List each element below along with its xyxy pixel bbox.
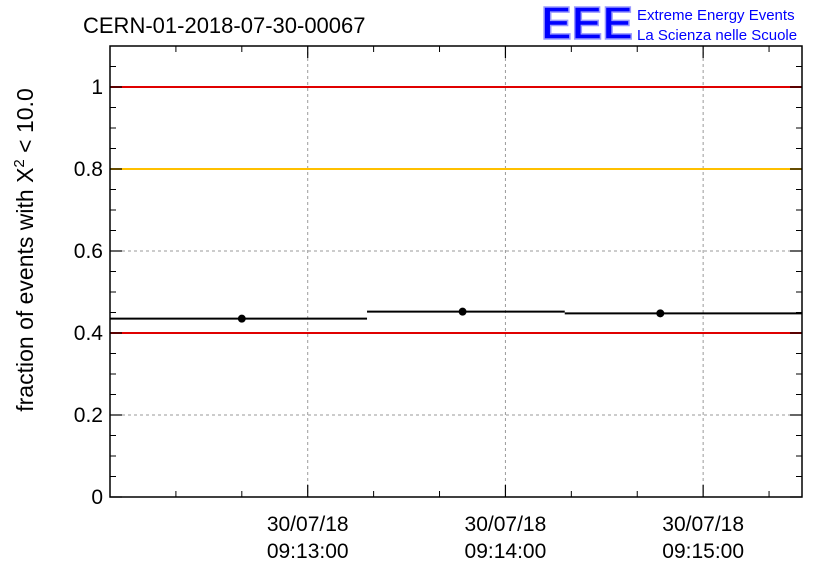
data-point <box>656 309 665 318</box>
x-tick-label-time: 09:14:00 <box>465 540 547 563</box>
data-series <box>110 307 802 323</box>
y-tick-label: 1 <box>91 76 103 99</box>
chart-title: CERN-01-2018-07-30-00067 <box>83 13 366 38</box>
logo-line-1: Extreme Energy Events <box>637 7 795 24</box>
reference-lines <box>110 86 802 334</box>
x-tick-label-time: 09:15:00 <box>662 540 744 563</box>
y-tick-label: 0.6 <box>74 240 103 263</box>
y-tick-label: 0.2 <box>74 404 103 427</box>
plot-frame <box>109 45 803 498</box>
x-tick-label-date: 30/07/18 <box>465 513 547 536</box>
y-axis-label: fraction of events with X2 < 10.0 <box>11 88 38 412</box>
y-tick-label: 0.8 <box>74 158 103 181</box>
y-tick-label: 0.4 <box>74 322 104 345</box>
logo-line-2: La Scienza nelle Scuole <box>637 27 797 44</box>
y-tick-label: 0 <box>91 486 103 509</box>
x-tick-label-date: 30/07/18 <box>662 513 744 536</box>
axes: 0 0.2 0.4 0.6 0.8 1 30/07/18 09:13:00 30/07/18 09… <box>74 45 802 563</box>
logo-mark: EEE <box>541 0 633 49</box>
eee-logo: EEE Extreme Energy Events La Scienza nel… <box>540 0 797 50</box>
grid <box>110 46 802 497</box>
x-tick-label-time: 09:13:00 <box>267 540 349 563</box>
data-point <box>458 307 467 316</box>
x-tick-label-date: 30/07/18 <box>267 513 349 536</box>
data-point <box>237 314 246 323</box>
